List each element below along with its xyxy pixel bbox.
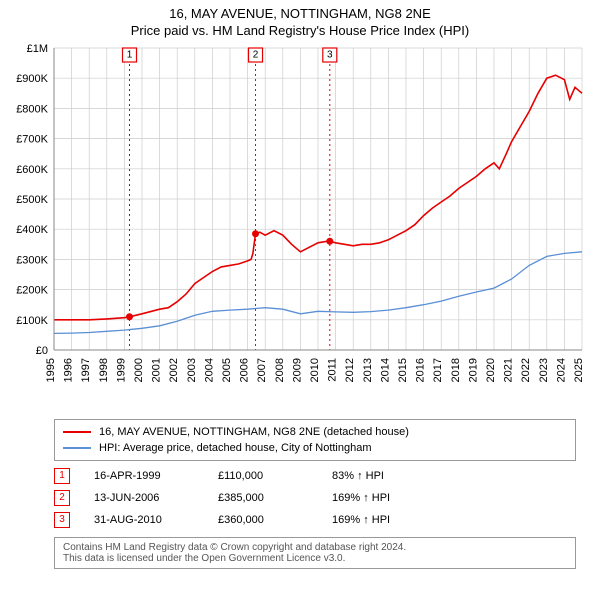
- tx-price: £110,000: [218, 465, 308, 487]
- transaction-table: 1 16-APR-1999 £110,000 83% ↑ HPI 2 13-JU…: [54, 465, 576, 531]
- chart-title: 16, MAY AVENUE, NOTTINGHAM, NG8 2NE: [0, 0, 600, 21]
- svg-text:2010: 2010: [309, 358, 321, 382]
- svg-text:2016: 2016: [415, 358, 427, 382]
- footer-line: This data is licensed under the Open Gov…: [63, 553, 567, 564]
- tx-date: 13-JUN-2006: [94, 487, 194, 509]
- price-chart: £0 £100K £200K £300K £400K £500K £600K £700K £80…: [0, 38, 600, 408]
- tx-ratio: 169% ↑ HPI: [332, 487, 390, 509]
- legend-item: 16, MAY AVENUE, NOTTINGHAM, NG8 2NE (det…: [63, 424, 567, 440]
- svg-text:£900K: £900K: [16, 73, 48, 85]
- svg-text:2006: 2006: [239, 358, 251, 382]
- svg-text:2022: 2022: [520, 358, 532, 382]
- legend: 16, MAY AVENUE, NOTTINGHAM, NG8 2NE (det…: [54, 419, 576, 461]
- chart-subtitle: Price paid vs. HM Land Registry's House …: [0, 21, 600, 38]
- table-row: 2 13-JUN-2006 £385,000 169% ↑ HPI: [54, 487, 576, 509]
- tx-price: £360,000: [218, 509, 308, 531]
- table-row: 3 31-AUG-2010 £360,000 169% ↑ HPI: [54, 509, 576, 531]
- tx-ratio: 83% ↑ HPI: [332, 465, 384, 487]
- svg-text:2004: 2004: [203, 358, 215, 382]
- legend-label: 16, MAY AVENUE, NOTTINGHAM, NG8 2NE (det…: [99, 424, 409, 440]
- svg-text:1: 1: [127, 50, 133, 61]
- svg-text:£200K: £200K: [16, 285, 48, 297]
- svg-text:2013: 2013: [362, 358, 374, 382]
- svg-text:2020: 2020: [485, 358, 497, 382]
- svg-text:£300K: £300K: [16, 254, 48, 266]
- svg-text:2015: 2015: [397, 358, 409, 382]
- tx-date: 31-AUG-2010: [94, 509, 194, 531]
- svg-text:2024: 2024: [555, 358, 567, 382]
- svg-text:2005: 2005: [221, 358, 233, 382]
- footer-line: Contains HM Land Registry data © Crown c…: [63, 542, 567, 553]
- svg-text:2009: 2009: [291, 358, 303, 382]
- svg-text:2021: 2021: [503, 358, 515, 382]
- svg-text:2018: 2018: [450, 358, 462, 382]
- svg-text:2007: 2007: [256, 358, 268, 382]
- svg-text:2012: 2012: [344, 358, 356, 382]
- svg-text:2019: 2019: [467, 358, 479, 382]
- svg-text:2011: 2011: [327, 358, 339, 382]
- svg-text:1996: 1996: [63, 358, 75, 382]
- svg-text:2014: 2014: [379, 358, 391, 382]
- svg-text:2025: 2025: [573, 358, 585, 382]
- svg-text:£0: £0: [36, 345, 48, 357]
- svg-text:£800K: £800K: [16, 103, 48, 115]
- legend-item: HPI: Average price, detached house, City…: [63, 440, 567, 456]
- table-row: 1 16-APR-1999 £110,000 83% ↑ HPI: [54, 465, 576, 487]
- svg-text:£100K: £100K: [16, 315, 48, 327]
- svg-text:2000: 2000: [133, 358, 145, 382]
- svg-text:£700K: £700K: [16, 134, 48, 146]
- svg-text:2017: 2017: [432, 358, 444, 382]
- tx-marker-icon: 3: [54, 512, 70, 528]
- svg-text:1997: 1997: [80, 358, 92, 382]
- tx-marker-icon: 2: [54, 490, 70, 506]
- svg-text:2002: 2002: [168, 358, 180, 382]
- svg-text:3: 3: [327, 50, 333, 61]
- footer-attribution: Contains HM Land Registry data © Crown c…: [54, 537, 576, 569]
- tx-date: 16-APR-1999: [94, 465, 194, 487]
- svg-text:1998: 1998: [98, 358, 110, 382]
- svg-text:2: 2: [253, 50, 259, 61]
- svg-text:2001: 2001: [151, 358, 163, 382]
- svg-text:£600K: £600K: [16, 164, 48, 176]
- legend-label: HPI: Average price, detached house, City…: [99, 440, 372, 456]
- tx-price: £385,000: [218, 487, 308, 509]
- svg-text:2023: 2023: [538, 358, 550, 382]
- svg-text:£400K: £400K: [16, 224, 48, 236]
- legend-swatch: [63, 431, 91, 433]
- svg-text:£500K: £500K: [16, 194, 48, 206]
- svg-text:£1M: £1M: [27, 43, 48, 55]
- tx-marker-icon: 1: [54, 468, 70, 484]
- legend-swatch: [63, 447, 91, 449]
- svg-text:1999: 1999: [115, 358, 127, 382]
- svg-text:1995: 1995: [45, 358, 57, 382]
- svg-text:2003: 2003: [186, 358, 198, 382]
- svg-text:2008: 2008: [274, 358, 286, 382]
- tx-ratio: 169% ↑ HPI: [332, 509, 390, 531]
